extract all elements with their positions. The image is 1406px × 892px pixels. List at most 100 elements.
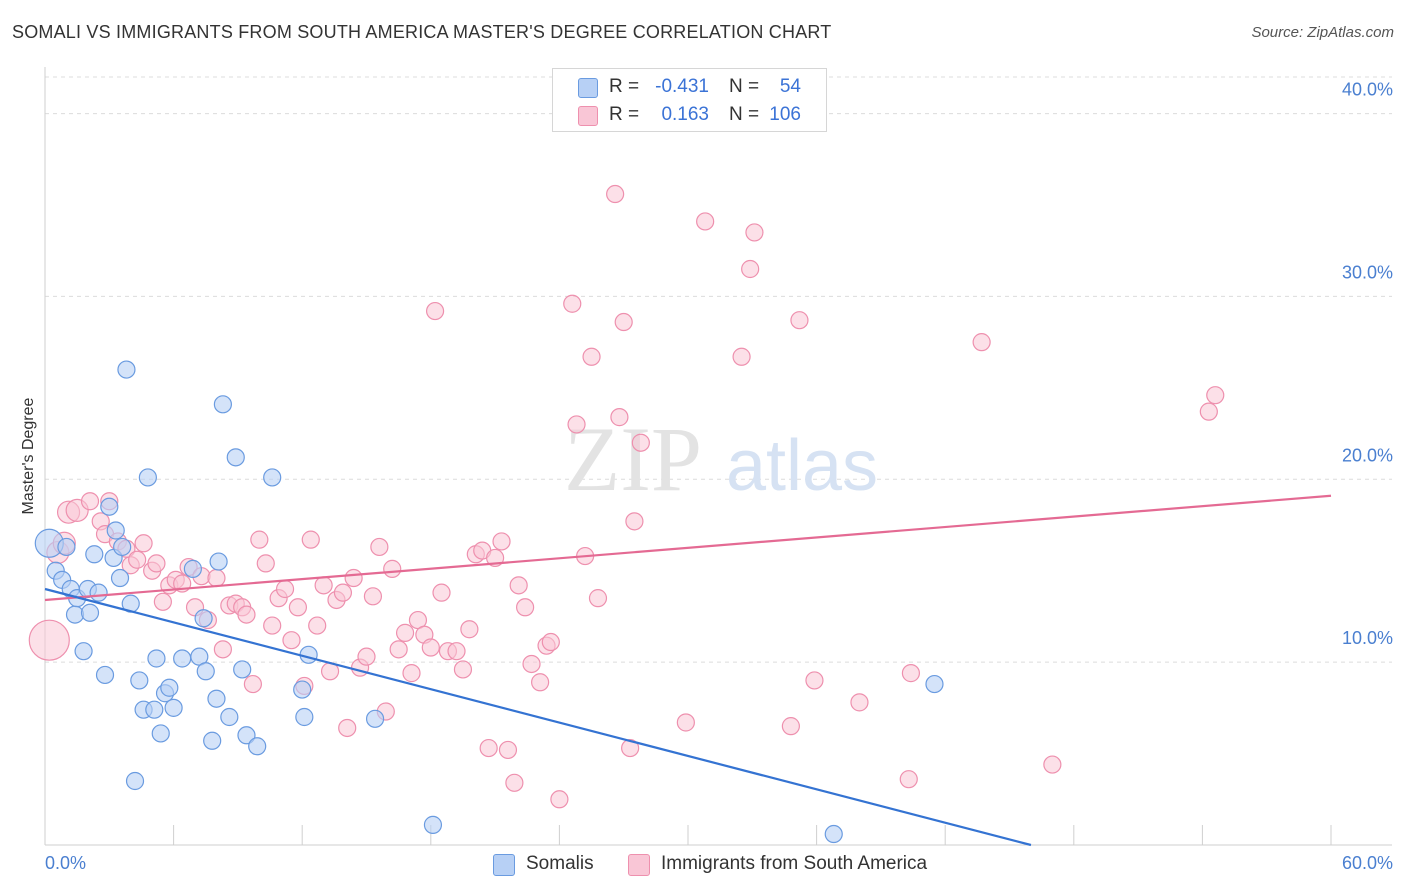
axes [44, 67, 1392, 846]
point-south-america [425, 301, 445, 321]
point-somali [85, 545, 104, 564]
point-south-america [582, 347, 601, 366]
point-south-america [850, 693, 869, 712]
south-america-swatch [628, 854, 650, 876]
point-somali [237, 726, 256, 745]
point-somali [80, 603, 100, 622]
point-somali [248, 737, 267, 756]
somali-swatch [578, 78, 598, 98]
point-south-america [308, 616, 327, 635]
correlation-legend: R = -0.431 N = 54 R = 0.163 N = 106 [552, 68, 827, 132]
point-somali [117, 360, 136, 379]
point-south-america [588, 589, 608, 608]
point-south-america [505, 773, 524, 792]
point-south-america [243, 674, 263, 694]
point-somali [100, 497, 119, 516]
point-south-america [153, 592, 172, 611]
point-somali [220, 707, 239, 727]
n-label: N = [729, 76, 760, 97]
point-somali [164, 698, 183, 717]
point-south-america [1199, 402, 1218, 421]
point-south-america [676, 713, 695, 732]
point-south-america [901, 664, 921, 683]
point-somali [57, 537, 76, 557]
point-south-america [383, 559, 402, 578]
point-south-america [621, 738, 640, 758]
point-south-america [213, 640, 232, 659]
point-somali [125, 771, 145, 791]
point-south-america [492, 532, 511, 551]
trend-lines [44, 494, 1332, 847]
point-south-america [631, 433, 650, 452]
y-tick-label: 20.0% [1342, 445, 1393, 465]
point-south-america [614, 312, 633, 332]
south-america-swatch [578, 106, 598, 126]
point-south-america [460, 620, 479, 639]
point-somali [110, 568, 130, 588]
series-legend: Somalis Immigrants from South America [0, 851, 1406, 879]
point-south-america [567, 415, 586, 434]
point-south-america [389, 640, 408, 659]
y-tick-label: 30.0% [1342, 262, 1393, 282]
point-somali [194, 609, 213, 628]
point-somali [138, 468, 157, 487]
point-south-america [516, 598, 535, 617]
point-somali [207, 689, 226, 708]
somali-swatch [493, 854, 515, 876]
point-south-america [402, 664, 421, 683]
point-south-america [28, 619, 70, 661]
point-south-america [563, 294, 582, 313]
point-somali [203, 731, 222, 750]
point-south-america [732, 347, 751, 366]
point-south-america [288, 598, 308, 617]
point-somali [196, 662, 215, 681]
point-somali [89, 583, 108, 602]
point-south-america [509, 576, 528, 595]
n-label: N = [729, 104, 760, 125]
r-label: R = [609, 76, 640, 97]
series-somali-points [34, 360, 944, 844]
point-south-america [338, 718, 357, 738]
point-somali [74, 642, 93, 661]
chart-title: SOMALI VS IMMIGRANTS FROM SOUTH AMERICA … [12, 22, 832, 42]
point-somali [213, 395, 232, 414]
r-value: -0.431 [655, 76, 709, 97]
point-somali [423, 815, 443, 834]
point-south-america [541, 632, 560, 652]
point-south-america [696, 212, 715, 231]
point-south-america [134, 534, 153, 553]
point-south-america [80, 492, 100, 511]
point-south-america [207, 568, 226, 588]
point-south-america [357, 647, 376, 666]
point-somali [106, 521, 125, 540]
point-south-america [550, 790, 569, 809]
watermark-zip: ZIP [564, 408, 702, 510]
point-somali [160, 678, 179, 697]
point-somali [65, 605, 85, 624]
point-south-america [606, 184, 625, 204]
point-south-america [370, 537, 389, 557]
point-south-america [899, 770, 918, 789]
point-somali [173, 649, 192, 668]
point-south-america [128, 550, 147, 569]
point-south-america [522, 654, 541, 674]
n-value: 106 [769, 104, 801, 125]
gridlines [45, 76, 1392, 663]
point-south-america [741, 259, 760, 279]
point-south-america [344, 568, 363, 588]
point-somali [925, 674, 944, 694]
legend-row-somalis: R = -0.431 N = 54 [553, 72, 826, 100]
point-south-america [972, 333, 991, 352]
trend-line-somalis [44, 587, 1032, 847]
point-south-america [275, 579, 295, 599]
point-somali [295, 707, 314, 727]
point-somali [824, 824, 843, 844]
n-value: 54 [779, 76, 801, 97]
point-somali [365, 709, 385, 728]
point-somali [130, 671, 149, 690]
point-south-america [610, 408, 629, 427]
point-somali [95, 665, 115, 685]
point-south-america [237, 605, 256, 624]
point-south-america [363, 587, 383, 606]
tick-labels: 10.0% 20.0% 30.0% 40.0% 0.0% 60.0% [45, 80, 1393, 873]
